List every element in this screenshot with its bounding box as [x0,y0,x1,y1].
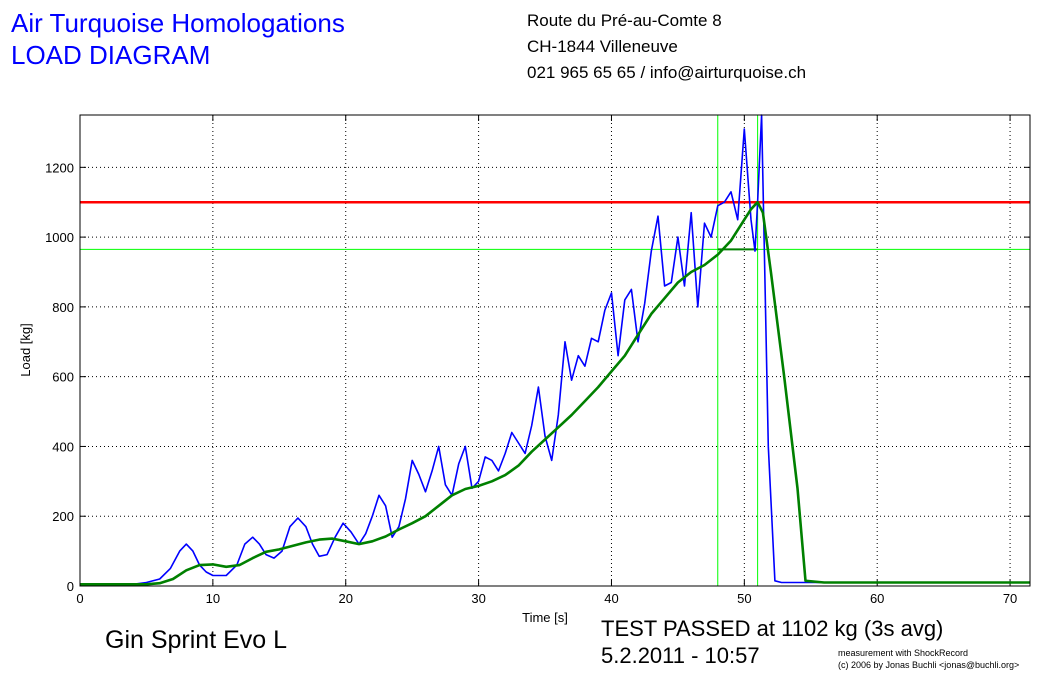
credit-measurement: measurement with ShockRecord [838,648,969,658]
x-tick-label: 20 [338,591,352,606]
x-tick-label: 70 [1003,591,1017,606]
y-tick-label: 200 [52,509,74,524]
plot-frame [79,114,1031,587]
address-city: CH-1844 Villeneuve [527,37,678,56]
x-tick-label: 10 [206,591,220,606]
grid-lines [80,115,1030,586]
test-result: TEST PASSED at 1102 kg (3s avg) [601,616,944,641]
contact-info: 021 965 65 65 / info@airturquoise.ch [527,63,807,82]
y-tick-label: 800 [52,300,74,315]
test-datetime: 5.2.2011 - 10:57 [601,643,760,668]
x-tick-label: 0 [76,591,83,606]
x-tick-label: 60 [870,591,884,606]
company-title: Air Turquoise Homologations [11,8,345,38]
y-tick-label: 1200 [45,160,74,175]
axis-labels: 0 10 20 30 40 50 60 70 0 200 400 600 800 1000 1200 [45,160,1017,606]
x-axis-label: Time [s] [522,610,568,625]
x-tick-label: 30 [471,591,485,606]
y-tick-label: 0 [67,579,74,594]
average-load-series [80,200,1030,586]
plot-area [80,115,1030,586]
x-tick-label: 50 [737,591,751,606]
x-tick-label: 40 [604,591,618,606]
credit-copyright: (c) 2006 by Jonas Buchli <jonas@buchli.o… [838,660,1020,670]
document-title: LOAD DIAGRAM [11,40,211,70]
glider-name: Gin Sprint Evo L [105,626,288,654]
raw-load-series [80,114,1030,586]
y-axis-label: Load [kg] [18,323,33,377]
address-street: Route du Pré-au-Comte 8 [527,11,722,30]
y-tick-label: 1000 [45,230,74,245]
y-tick-label: 400 [52,439,74,454]
y-tick-label: 600 [52,370,74,385]
series-layer [80,114,1030,586]
